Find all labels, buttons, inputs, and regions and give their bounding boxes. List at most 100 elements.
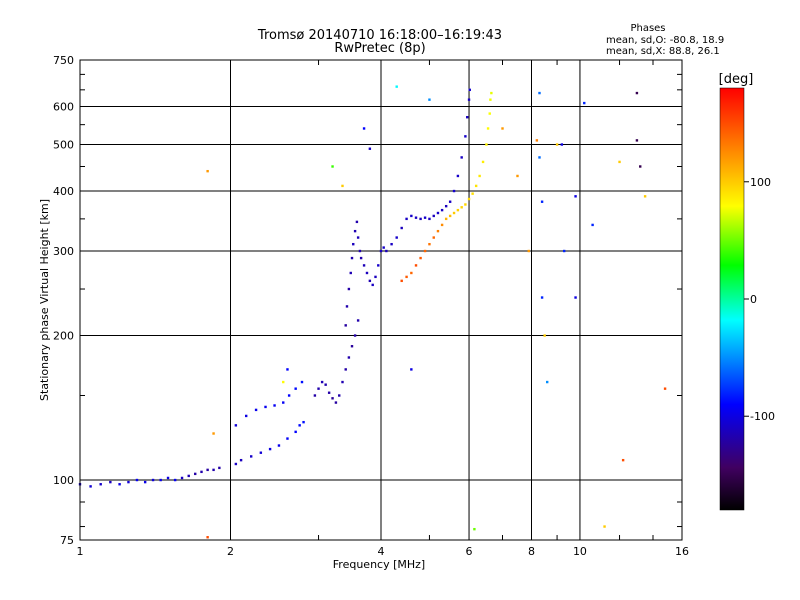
data-point bbox=[535, 139, 539, 142]
data-point bbox=[639, 165, 642, 168]
data-point bbox=[127, 480, 130, 484]
data-point bbox=[621, 458, 625, 462]
data-point bbox=[344, 324, 347, 327]
data-point bbox=[395, 236, 398, 239]
x-tick-label: 8 bbox=[528, 545, 535, 558]
data-point bbox=[359, 256, 363, 260]
data-point bbox=[268, 447, 272, 451]
data-point bbox=[444, 217, 448, 221]
data-point bbox=[338, 394, 341, 397]
data-point bbox=[643, 195, 647, 198]
plot-frame bbox=[79, 59, 683, 541]
data-point bbox=[264, 405, 267, 409]
data-point bbox=[234, 424, 238, 427]
data-point bbox=[347, 287, 351, 291]
data-point bbox=[206, 536, 209, 539]
data-point bbox=[460, 206, 463, 209]
data-point bbox=[583, 101, 586, 105]
y-tick-label: 750 bbox=[53, 54, 74, 67]
y-tick-label: 300 bbox=[53, 245, 74, 258]
data-point bbox=[302, 420, 305, 424]
data-point bbox=[452, 211, 456, 215]
data-point bbox=[527, 249, 530, 253]
data-point bbox=[419, 217, 422, 221]
data-point bbox=[135, 478, 139, 482]
data-point bbox=[471, 192, 474, 195]
data-point bbox=[428, 217, 431, 221]
x-axis-label: Frequency [MHz] bbox=[333, 558, 425, 571]
data-point bbox=[538, 156, 541, 159]
data-point bbox=[603, 525, 606, 528]
data-point bbox=[432, 214, 435, 218]
data-point bbox=[212, 432, 215, 435]
phases-label: Phases bbox=[630, 23, 665, 34]
data-point bbox=[341, 380, 344, 384]
data-point bbox=[414, 264, 418, 267]
data-point bbox=[379, 249, 383, 253]
data-point bbox=[428, 98, 431, 101]
data-point bbox=[562, 249, 566, 253]
data-point bbox=[390, 242, 393, 246]
data-point bbox=[405, 217, 408, 221]
data-point bbox=[452, 189, 456, 193]
data-point bbox=[273, 404, 276, 407]
data-point bbox=[166, 476, 170, 480]
x-tick-label: 2 bbox=[227, 545, 234, 558]
data-point bbox=[365, 271, 369, 275]
colorbar-tick-label: 0 bbox=[750, 293, 757, 306]
data-point bbox=[344, 368, 347, 371]
data-point bbox=[456, 208, 460, 212]
data-point bbox=[282, 380, 285, 384]
data-point bbox=[286, 437, 289, 440]
data-point bbox=[385, 249, 388, 253]
data-point bbox=[356, 319, 360, 322]
data-point bbox=[405, 275, 408, 279]
data-point bbox=[618, 160, 621, 164]
data-point bbox=[481, 160, 485, 164]
data-point bbox=[287, 394, 291, 397]
data-point bbox=[234, 462, 238, 466]
data-point bbox=[440, 208, 444, 212]
data-point bbox=[334, 401, 338, 404]
data-point bbox=[356, 236, 360, 239]
data-point bbox=[374, 275, 377, 279]
x-tick-label: 16 bbox=[675, 545, 689, 558]
data-point bbox=[151, 478, 155, 482]
data-point bbox=[218, 466, 221, 470]
data-point bbox=[440, 223, 444, 227]
data-point bbox=[286, 368, 289, 371]
data-point bbox=[277, 444, 281, 447]
data-point bbox=[317, 387, 320, 390]
grid-lines bbox=[80, 60, 682, 540]
data-point bbox=[320, 380, 324, 384]
data-point bbox=[282, 401, 285, 404]
data-point bbox=[419, 256, 422, 260]
data-point bbox=[473, 527, 476, 531]
data-point bbox=[474, 184, 478, 188]
axis-ticks: 1 2 4 6 8 10 16 75 100 200 300 400 500 600 750 bbox=[53, 54, 689, 558]
data-point bbox=[468, 88, 471, 92]
data-point bbox=[254, 408, 258, 412]
data-point bbox=[206, 468, 209, 472]
chart-subtitle: RwPretec (8p) bbox=[334, 41, 425, 56]
data-point bbox=[294, 387, 297, 390]
data-point bbox=[467, 197, 471, 201]
data-point bbox=[294, 430, 297, 434]
data-point bbox=[540, 200, 544, 203]
data-point bbox=[448, 214, 452, 218]
data-point bbox=[324, 383, 327, 386]
data-point bbox=[245, 414, 248, 418]
data-point bbox=[259, 451, 263, 454]
data-point bbox=[546, 380, 549, 384]
data-point bbox=[350, 256, 354, 260]
data-point bbox=[239, 458, 243, 462]
data-point bbox=[109, 480, 112, 484]
data-point bbox=[414, 216, 418, 219]
data-point bbox=[331, 397, 334, 400]
data-point bbox=[410, 214, 413, 218]
data-point bbox=[486, 127, 490, 130]
data-point bbox=[212, 468, 215, 472]
data-point bbox=[488, 112, 491, 115]
data-point bbox=[516, 174, 519, 178]
data-point bbox=[353, 229, 357, 233]
